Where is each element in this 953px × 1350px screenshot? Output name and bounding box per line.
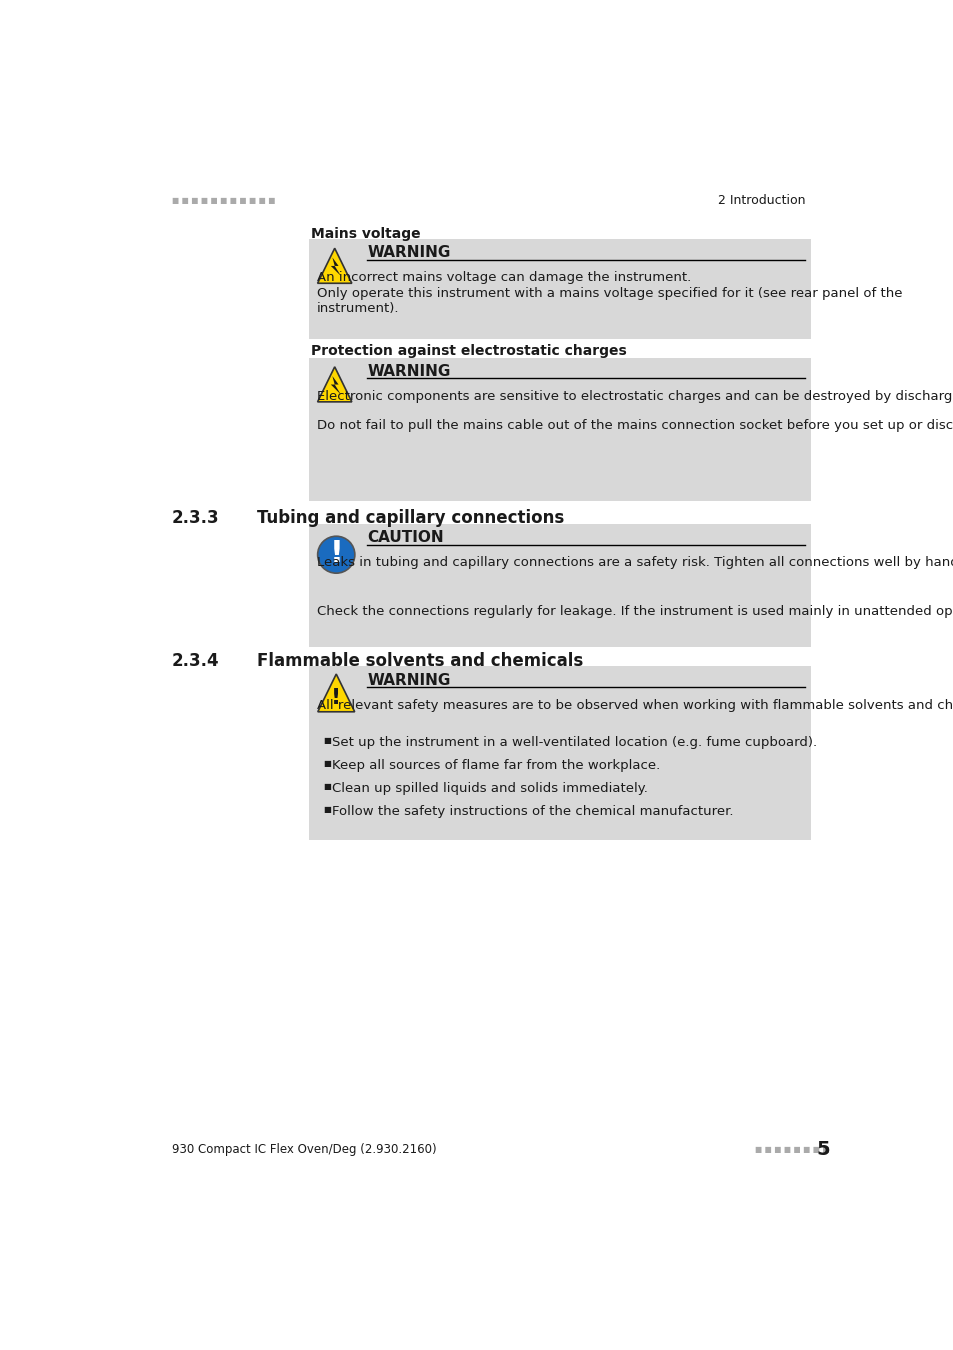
Text: Mains voltage: Mains voltage [311, 227, 420, 242]
Text: 2.3.3: 2.3.3 [172, 509, 219, 526]
Text: ■: ■ [323, 805, 331, 814]
Text: ■: ■ [323, 759, 331, 768]
Text: Leaks in tubing and capillary connections are a safety risk. Tighten all connect: Leaks in tubing and capillary connection… [316, 556, 953, 570]
Text: ■ ■ ■ ■ ■ ■ ■ ■: ■ ■ ■ ■ ■ ■ ■ ■ [754, 1145, 831, 1154]
Text: All relevant safety measures are to be observed when working with flammable solv: All relevant safety measures are to be o… [316, 699, 953, 711]
Text: ■ ■ ■ ■ ■ ■ ■ ■ ■ ■ ■: ■ ■ ■ ■ ■ ■ ■ ■ ■ ■ ■ [172, 196, 277, 205]
FancyBboxPatch shape [309, 358, 810, 501]
Text: WARNING: WARNING [367, 246, 450, 261]
Text: !: ! [331, 687, 341, 707]
Text: Only operate this instrument with a mains voltage specified for it (see rear pan: Only operate this instrument with a main… [316, 286, 902, 315]
Text: WARNING: WARNING [367, 363, 450, 379]
Text: 2 Introduction: 2 Introduction [718, 194, 805, 207]
Polygon shape [331, 258, 340, 275]
Text: An incorrect mains voltage can damage the instrument.: An incorrect mains voltage can damage th… [316, 271, 690, 285]
Polygon shape [317, 248, 352, 284]
Text: !: ! [329, 539, 343, 567]
Text: Check the connections regularly for leakage. If the instrument is used mainly in: Check the connections regularly for leak… [316, 605, 953, 618]
Text: ■: ■ [323, 736, 331, 745]
Text: Follow the safety instructions of the chemical manufacturer.: Follow the safety instructions of the ch… [332, 805, 733, 818]
Polygon shape [317, 674, 355, 711]
FancyBboxPatch shape [309, 524, 810, 647]
Text: ■: ■ [323, 782, 331, 791]
FancyBboxPatch shape [309, 239, 810, 339]
Text: CAUTION: CAUTION [367, 531, 443, 545]
Text: Do not fail to pull the mains cable out of the mains connection socket before yo: Do not fail to pull the mains cable out … [316, 420, 953, 432]
Text: 930 Compact IC Flex Oven/Deg (2.930.2160): 930 Compact IC Flex Oven/Deg (2.930.2160… [172, 1142, 436, 1156]
Polygon shape [331, 377, 340, 394]
Text: 5: 5 [816, 1139, 829, 1158]
Text: Protection against electrostatic charges: Protection against electrostatic charges [311, 344, 626, 359]
Polygon shape [317, 367, 352, 402]
Text: Keep all sources of flame far from the workplace.: Keep all sources of flame far from the w… [332, 759, 659, 772]
Circle shape [317, 536, 355, 574]
FancyBboxPatch shape [309, 667, 810, 840]
Text: WARNING: WARNING [367, 672, 450, 687]
Text: Clean up spilled liquids and solids immediately.: Clean up spilled liquids and solids imme… [332, 782, 648, 795]
Text: Flammable solvents and chemicals: Flammable solvents and chemicals [257, 652, 583, 671]
Text: Electronic components are sensitive to electrostatic charges and can be destroye: Electronic components are sensitive to e… [316, 390, 953, 402]
Text: Tubing and capillary connections: Tubing and capillary connections [257, 509, 564, 526]
Text: 2.3.4: 2.3.4 [172, 652, 219, 671]
Text: Set up the instrument in a well-ventilated location (e.g. fume cupboard).: Set up the instrument in a well-ventilat… [332, 736, 817, 749]
